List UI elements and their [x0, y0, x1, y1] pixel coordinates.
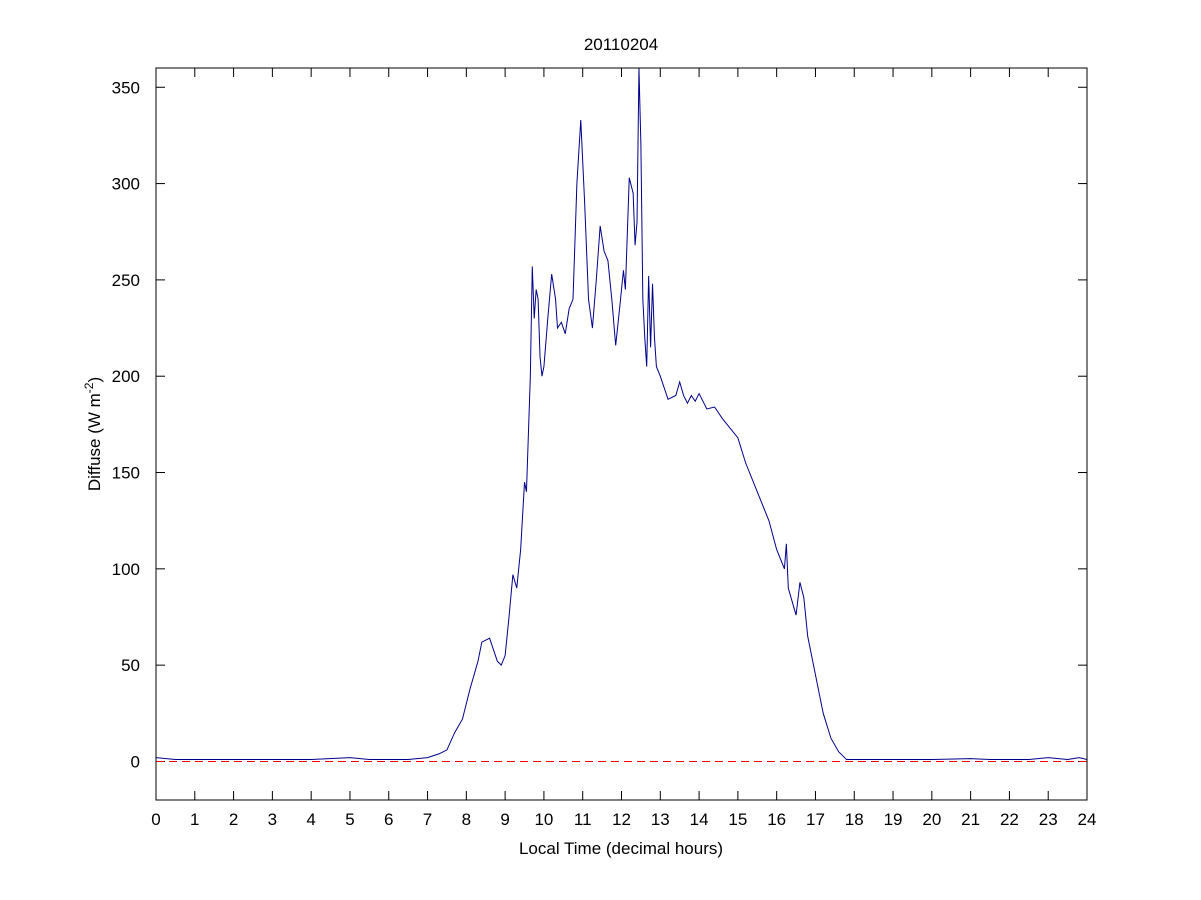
- y-tick-label: 0: [131, 752, 140, 771]
- x-tick-label: 4: [306, 810, 315, 829]
- x-axis-label: Local Time (decimal hours): [519, 839, 723, 858]
- chart-title: 20110204: [584, 35, 658, 54]
- x-tick-label: 3: [268, 810, 277, 829]
- x-tick-label: 11: [574, 810, 592, 829]
- x-tick-label: 5: [345, 810, 354, 829]
- y-axis-label-main: Diffuse (W m: [85, 393, 104, 491]
- x-tick-label: 8: [462, 810, 471, 829]
- x-tick-label: 16: [767, 810, 786, 829]
- x-tick-label: 17: [806, 810, 825, 829]
- x-tick-label: 19: [884, 810, 903, 829]
- x-tick-label: 12: [612, 810, 631, 829]
- x-tick-label: 24: [1078, 810, 1097, 829]
- x-tick-label: 21: [961, 810, 980, 829]
- y-tick-label: 50: [121, 656, 140, 675]
- x-tick-label: 7: [423, 810, 432, 829]
- x-tick-label: 9: [500, 810, 509, 829]
- y-tick-label: 100: [112, 560, 140, 579]
- x-tick-label: 1: [190, 810, 199, 829]
- x-tick-label: 20: [922, 810, 941, 829]
- x-tick-label: 10: [534, 810, 553, 829]
- x-tick-label: 6: [384, 810, 393, 829]
- plot-frame: [155, 67, 1088, 801]
- y-axis-label-end: ): [85, 377, 104, 383]
- x-tick-label: 23: [1039, 810, 1058, 829]
- x-tick-label: 0: [151, 810, 160, 829]
- y-axis-label-exponent: -2: [82, 382, 96, 393]
- x-tick-label: 15: [728, 810, 747, 829]
- x-tick-label: 18: [845, 810, 864, 829]
- y-tick-label: 350: [112, 78, 140, 97]
- x-tick-label: 13: [651, 810, 670, 829]
- y-tick-label: 300: [112, 175, 140, 194]
- y-tick-label: 150: [112, 464, 140, 483]
- data-line: [156, 68, 1087, 761]
- x-tick-label: 22: [1000, 810, 1019, 829]
- x-tick-label: 14: [690, 810, 709, 829]
- y-tick-label: 200: [112, 367, 140, 386]
- x-tick-label: 2: [229, 810, 238, 829]
- y-tick-label: 250: [112, 271, 140, 290]
- y-axis-label: Diffuse (W m-2): [82, 377, 104, 491]
